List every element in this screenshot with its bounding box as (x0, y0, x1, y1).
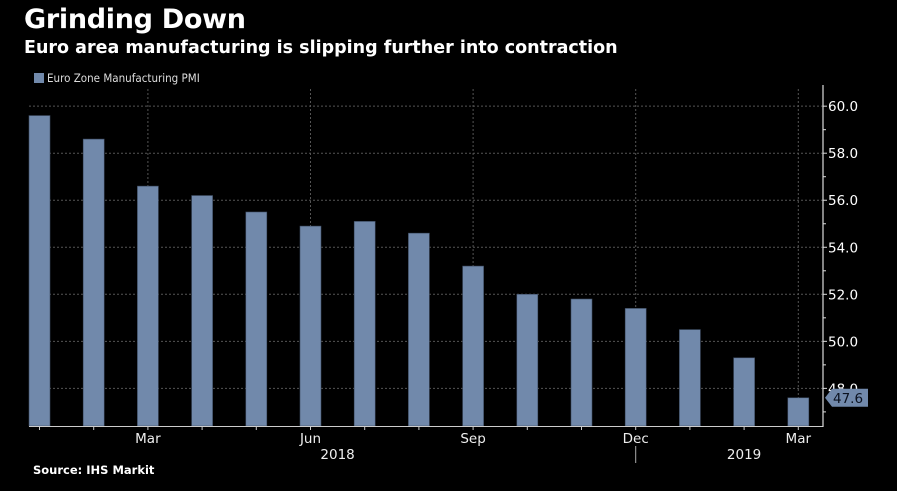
bar (299, 225, 322, 427)
bar (191, 195, 213, 427)
bar (245, 211, 268, 427)
bar (28, 115, 51, 427)
bar (353, 221, 376, 427)
chart-title: Grinding Down (24, 4, 246, 35)
bar (787, 397, 810, 427)
x-tick-label: Sep (460, 431, 485, 447)
year-label: 2018 (320, 447, 354, 463)
bars (28, 115, 810, 427)
bar (82, 138, 105, 427)
bar (624, 308, 647, 427)
x-tick-label: Mar (786, 431, 812, 447)
bar (516, 294, 539, 427)
y-tick-label: 50.0 (828, 334, 858, 350)
axis-labels: 48.050.052.054.056.058.060.047.6MarJunSe… (135, 99, 868, 463)
axes (29, 85, 827, 463)
bar (137, 185, 159, 427)
source-note: Source: IHS Markit (33, 463, 155, 477)
y-tick-label: 56.0 (828, 193, 858, 209)
chart-subtitle: Euro area manufacturing is slipping furt… (24, 38, 618, 58)
bar (570, 298, 593, 427)
y-tick-label: 52.0 (828, 287, 858, 303)
last-value-callout (825, 388, 868, 407)
y-tick-label: 60.0 (828, 99, 858, 115)
x-tick-label: Mar (135, 431, 161, 447)
x-tick-label: Dec (623, 431, 649, 447)
bar (679, 329, 701, 427)
bar (408, 232, 430, 427)
legend-label: Euro Zone Manufacturing PMI (47, 71, 200, 85)
year-label: 2019 (727, 447, 761, 463)
bar (733, 357, 755, 427)
y-tick-label: 54.0 (828, 240, 858, 256)
legend: Euro Zone Manufacturing PMI (34, 71, 200, 85)
last-value-label: 47.6 (833, 391, 863, 407)
x-tick-label: Jun (299, 431, 321, 447)
y-tick-label: 58.0 (828, 146, 858, 162)
bar (462, 265, 484, 427)
legend-swatch (34, 73, 44, 83)
